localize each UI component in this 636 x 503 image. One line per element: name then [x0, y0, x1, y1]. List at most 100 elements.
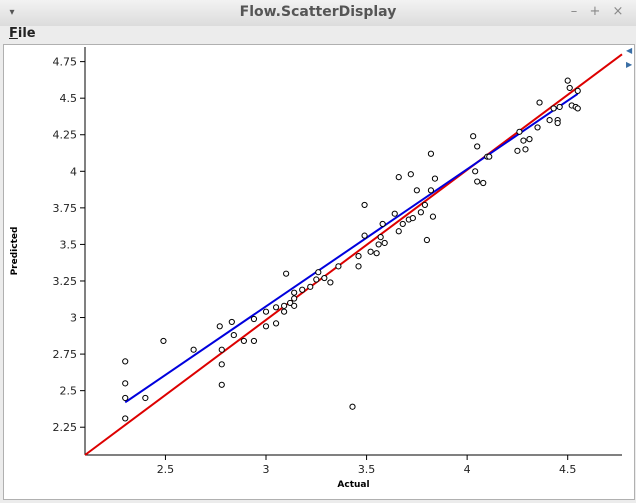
data-point — [272, 320, 280, 327]
data-point — [470, 133, 477, 140]
y-tick-label: 3.75 — [53, 202, 78, 215]
data-point — [291, 289, 298, 296]
y-tick-label: 3.25 — [53, 275, 78, 288]
data-point — [377, 234, 384, 241]
scroll-down-icon[interactable]: ▶ — [626, 60, 633, 69]
close-icon[interactable]: × — [612, 4, 624, 19]
x-tick-label: 4.5 — [559, 463, 577, 476]
data-point — [431, 175, 439, 182]
data-point — [367, 248, 374, 255]
data-point — [228, 318, 235, 326]
data-point — [315, 269, 322, 276]
y-tick-label: 3.5 — [60, 238, 78, 251]
data-point — [427, 150, 435, 157]
data-point — [546, 117, 553, 124]
scatter-panel: 2.5 3 3.5 4 4.5 2.25 2.5 2.75 3 3.25 3.5 3.75 4 4.25 4… — [3, 44, 635, 500]
minimize-icon[interactable]: – — [570, 4, 578, 19]
data-point — [514, 147, 521, 154]
data-point — [142, 394, 149, 402]
data-point — [391, 210, 398, 217]
y-tick-label: 3 — [70, 312, 77, 325]
data-point — [395, 228, 402, 235]
maximize-icon[interactable]: + — [589, 4, 601, 19]
data-point — [355, 253, 362, 260]
data-point — [287, 299, 294, 307]
data-point — [522, 146, 529, 153]
data-point — [534, 124, 541, 131]
data-point — [230, 331, 237, 339]
scroll-up-icon[interactable]: ◀ — [626, 46, 633, 55]
data-point — [574, 105, 581, 112]
data-point — [160, 337, 167, 345]
scatter-chart: 2.5 3 3.5 4 4.5 2.25 2.5 2.75 3 3.25 3.5 3.75 4 4.25 4… — [10, 47, 623, 490]
y-tick-label: 2.75 — [53, 348, 78, 361]
data-point — [407, 171, 414, 178]
x-tick-label: 3 — [263, 463, 270, 476]
data-point — [122, 394, 129, 402]
x-axis-label: Actual — [337, 480, 369, 490]
data-point — [480, 179, 487, 187]
data-point — [327, 279, 334, 286]
data-point — [361, 232, 368, 239]
menu-file[interactable]: File — [9, 26, 36, 41]
data-point — [218, 381, 225, 388]
data-point — [262, 308, 270, 315]
data-point — [550, 105, 557, 112]
data-point — [474, 143, 481, 150]
data-point — [250, 315, 258, 323]
data-point — [321, 274, 328, 282]
data-point — [122, 415, 129, 422]
data-point — [272, 304, 280, 311]
data-point — [216, 323, 223, 330]
title-bar: ▾ Flow.ScatterDisplay – + × — [0, 0, 636, 27]
data-point — [520, 137, 527, 144]
data-point — [291, 295, 298, 302]
app-menu-icon[interactable]: ▾ — [9, 7, 15, 18]
y-axis-label: Predicted — [10, 227, 20, 276]
data-point — [307, 283, 314, 290]
data-point — [516, 128, 523, 135]
data-point — [381, 239, 388, 247]
data-point — [313, 276, 320, 283]
data-point — [281, 302, 288, 309]
data-point — [361, 201, 368, 209]
data-point — [409, 214, 416, 222]
y-tick-label: 4.5 — [60, 92, 78, 105]
data-point — [399, 220, 406, 228]
data-point — [566, 84, 573, 92]
data-point — [536, 99, 543, 106]
data-point — [423, 236, 431, 244]
menu-file-mnemonic: F — [9, 26, 18, 41]
x-tick-label: 2.5 — [157, 463, 175, 476]
data-point — [554, 119, 561, 127]
data-point — [421, 201, 428, 209]
data-point — [474, 178, 481, 185]
data-point — [413, 187, 420, 194]
data-point — [379, 220, 386, 228]
data-point — [240, 337, 247, 345]
data-point — [122, 358, 129, 365]
x-tick-label: 4 — [464, 463, 471, 476]
data-point — [395, 174, 402, 181]
y-tick-label: 2.25 — [53, 421, 78, 434]
data-point — [218, 361, 225, 368]
data-point — [355, 263, 362, 270]
data-point — [564, 77, 571, 84]
data-point — [486, 153, 493, 160]
data-point — [427, 187, 435, 194]
fit-line — [124, 92, 579, 404]
data-point — [122, 380, 129, 387]
y-tick-label: 4.75 — [53, 56, 78, 69]
data-point — [335, 263, 342, 270]
fit-line — [84, 53, 623, 456]
data-point — [218, 346, 225, 353]
data-point — [574, 87, 581, 94]
data-point — [283, 270, 290, 277]
menu-file-label: ile — [17, 26, 36, 41]
data-point — [556, 103, 563, 111]
data-point — [281, 308, 288, 315]
x-tick-label: 3.5 — [358, 463, 376, 476]
data-point — [250, 337, 258, 345]
y-tick-label: 2.5 — [60, 385, 78, 398]
data-point — [526, 136, 533, 143]
